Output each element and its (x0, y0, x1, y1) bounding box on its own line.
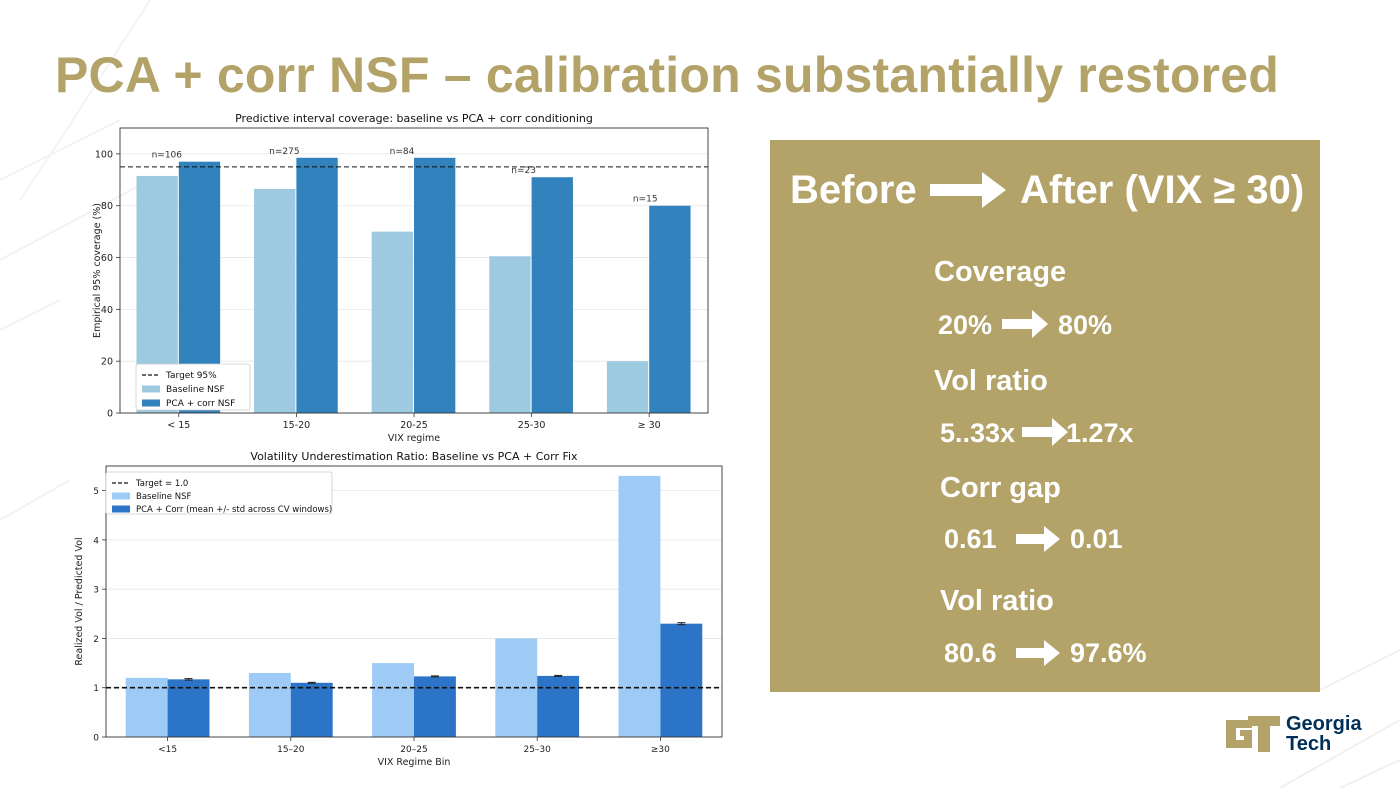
row-before-vol-ratio: 5..33x (940, 418, 1016, 448)
chart-title: Volatility Underestimation Ratio: Baseli… (250, 450, 578, 463)
bar-pca-corr (167, 679, 210, 737)
row-label-corr-gap: Corr gap (940, 472, 1061, 504)
row-label-vol-ratio: Vol ratio (934, 365, 1048, 397)
logo-line-2: Tech (1286, 733, 1332, 755)
x-tick-label: 15-20 (283, 420, 311, 431)
georgia-tech-logo: Georgia Tech (1222, 712, 1372, 754)
heading-after: After (VIX ≥ 30) (1020, 168, 1305, 212)
bar-pca-corr (290, 682, 333, 737)
count-annotation: n=106 (152, 151, 183, 161)
row-after-corr-gap: 0.01 (1070, 524, 1123, 554)
y-tick-label: 80 (101, 201, 113, 212)
bar-pca-corr (660, 623, 703, 737)
x-tick-label: 20-25 (400, 420, 428, 431)
count-annotation: n=275 (269, 147, 299, 157)
row-after-coverage: 80% (1058, 310, 1113, 340)
row-after-vol-ratio: 1.27x (1066, 418, 1134, 448)
coverage-chart: n=106 < 15 n=275 15-20 n=84 20-25 n=23 25-30 n=1… (92, 112, 709, 444)
logo-line-1: Georgia (1286, 713, 1362, 735)
legend-label: Target 95% (165, 371, 217, 381)
arrow-right-icon (1022, 418, 1068, 446)
summary-panel: Before After (VIX ≥ 30) Coverage 20% 80%… (770, 140, 1320, 692)
legend-swatch (112, 492, 130, 500)
bar-baseline (372, 663, 414, 737)
row-label-coverage: Coverage (934, 256, 1067, 288)
legend-label: PCA + corr NSF (166, 399, 235, 409)
bar-baseline (125, 677, 168, 737)
arrow-right-icon (930, 172, 1006, 208)
chart-title: Predictive interval coverage: baseline v… (235, 112, 593, 125)
count-annotation: n=23 (511, 166, 536, 176)
legend-label: PCA + Corr (mean +/- std across CV windo… (136, 505, 332, 515)
x-axis-label: VIX regime (388, 433, 440, 444)
x-tick-label: < 15 (167, 420, 190, 431)
y-tick-label: 0 (107, 409, 113, 420)
bar-pca-corr (414, 676, 456, 737)
arrow-right-icon (1016, 526, 1060, 552)
bar-pca-corr (296, 157, 338, 413)
bar-baseline (618, 475, 661, 737)
bar-pca-corr (531, 177, 573, 413)
row-before-coverage: 20% (938, 310, 993, 340)
legend-swatch (112, 505, 130, 513)
y-tick-label: 5 (93, 487, 99, 497)
bar-baseline (606, 361, 649, 413)
y-tick-label: 20 (101, 357, 113, 368)
legend-swatch (142, 399, 160, 407)
y-tick-label: 3 (93, 586, 99, 596)
x-tick-label: 20–25 (400, 745, 427, 755)
gt-monogram-icon (1226, 716, 1280, 752)
bar-pca-corr (649, 205, 691, 413)
x-axis-label: VIX Regime Bin (378, 757, 451, 768)
y-axis-label: Realized Vol / Predicted Vol (74, 537, 85, 665)
y-tick-label: 0 (93, 734, 99, 744)
heading-before: Before (790, 168, 917, 212)
x-tick-label: 15–20 (277, 745, 305, 755)
y-tick-label: 1 (93, 684, 99, 694)
bar-baseline (254, 188, 296, 413)
bar-baseline (489, 256, 531, 413)
plot-frame (105, 465, 723, 738)
row-before-corr-gap: 0.61 (944, 524, 997, 554)
legend-label: Target = 1.0 (135, 479, 188, 489)
plot-frame (119, 127, 709, 414)
count-annotation: n=15 (633, 195, 658, 205)
bar-pca-corr (414, 157, 456, 413)
row-before-vol-ratio-2: 80.6 (944, 638, 997, 668)
bar-pca-corr (537, 675, 580, 737)
arrow-right-icon (1002, 310, 1048, 338)
y-tick-label: 4 (93, 536, 99, 546)
row-label-vol-ratio-2: Vol ratio (940, 585, 1054, 617)
y-tick-label: 40 (101, 305, 113, 316)
y-tick-label: 100 (95, 149, 113, 160)
legend-label: Baseline NSF (166, 385, 225, 395)
y-axis-label: Empirical 95% coverage (%) (92, 203, 103, 338)
x-tick-label: 25-30 (518, 420, 546, 431)
y-tick-label: 2 (93, 635, 99, 645)
slide-title: PCA + corr NSF – calibration substantial… (55, 47, 1279, 103)
count-annotation: n=84 (390, 147, 415, 157)
x-tick-label: ≥30 (651, 745, 670, 755)
y-tick-label: 60 (101, 253, 113, 264)
bar-baseline (371, 231, 413, 413)
x-tick-label: <15 (158, 745, 177, 755)
vol-ratio-chart: <15 15–20 20–25 25–30 ≥30 0 1 2 3 4 5 Volatility Un… (74, 450, 723, 768)
arrow-right-icon (1016, 640, 1060, 666)
legend-swatch (142, 385, 160, 393)
row-after-vol-ratio-2: 97.6% (1070, 638, 1147, 668)
bar-baseline (248, 672, 291, 737)
x-tick-label: ≥ 30 (638, 420, 661, 431)
x-tick-label: 25–30 (523, 745, 551, 755)
legend-box (135, 363, 251, 411)
legend-label: Baseline NSF (136, 492, 191, 502)
legend-box (105, 471, 333, 515)
